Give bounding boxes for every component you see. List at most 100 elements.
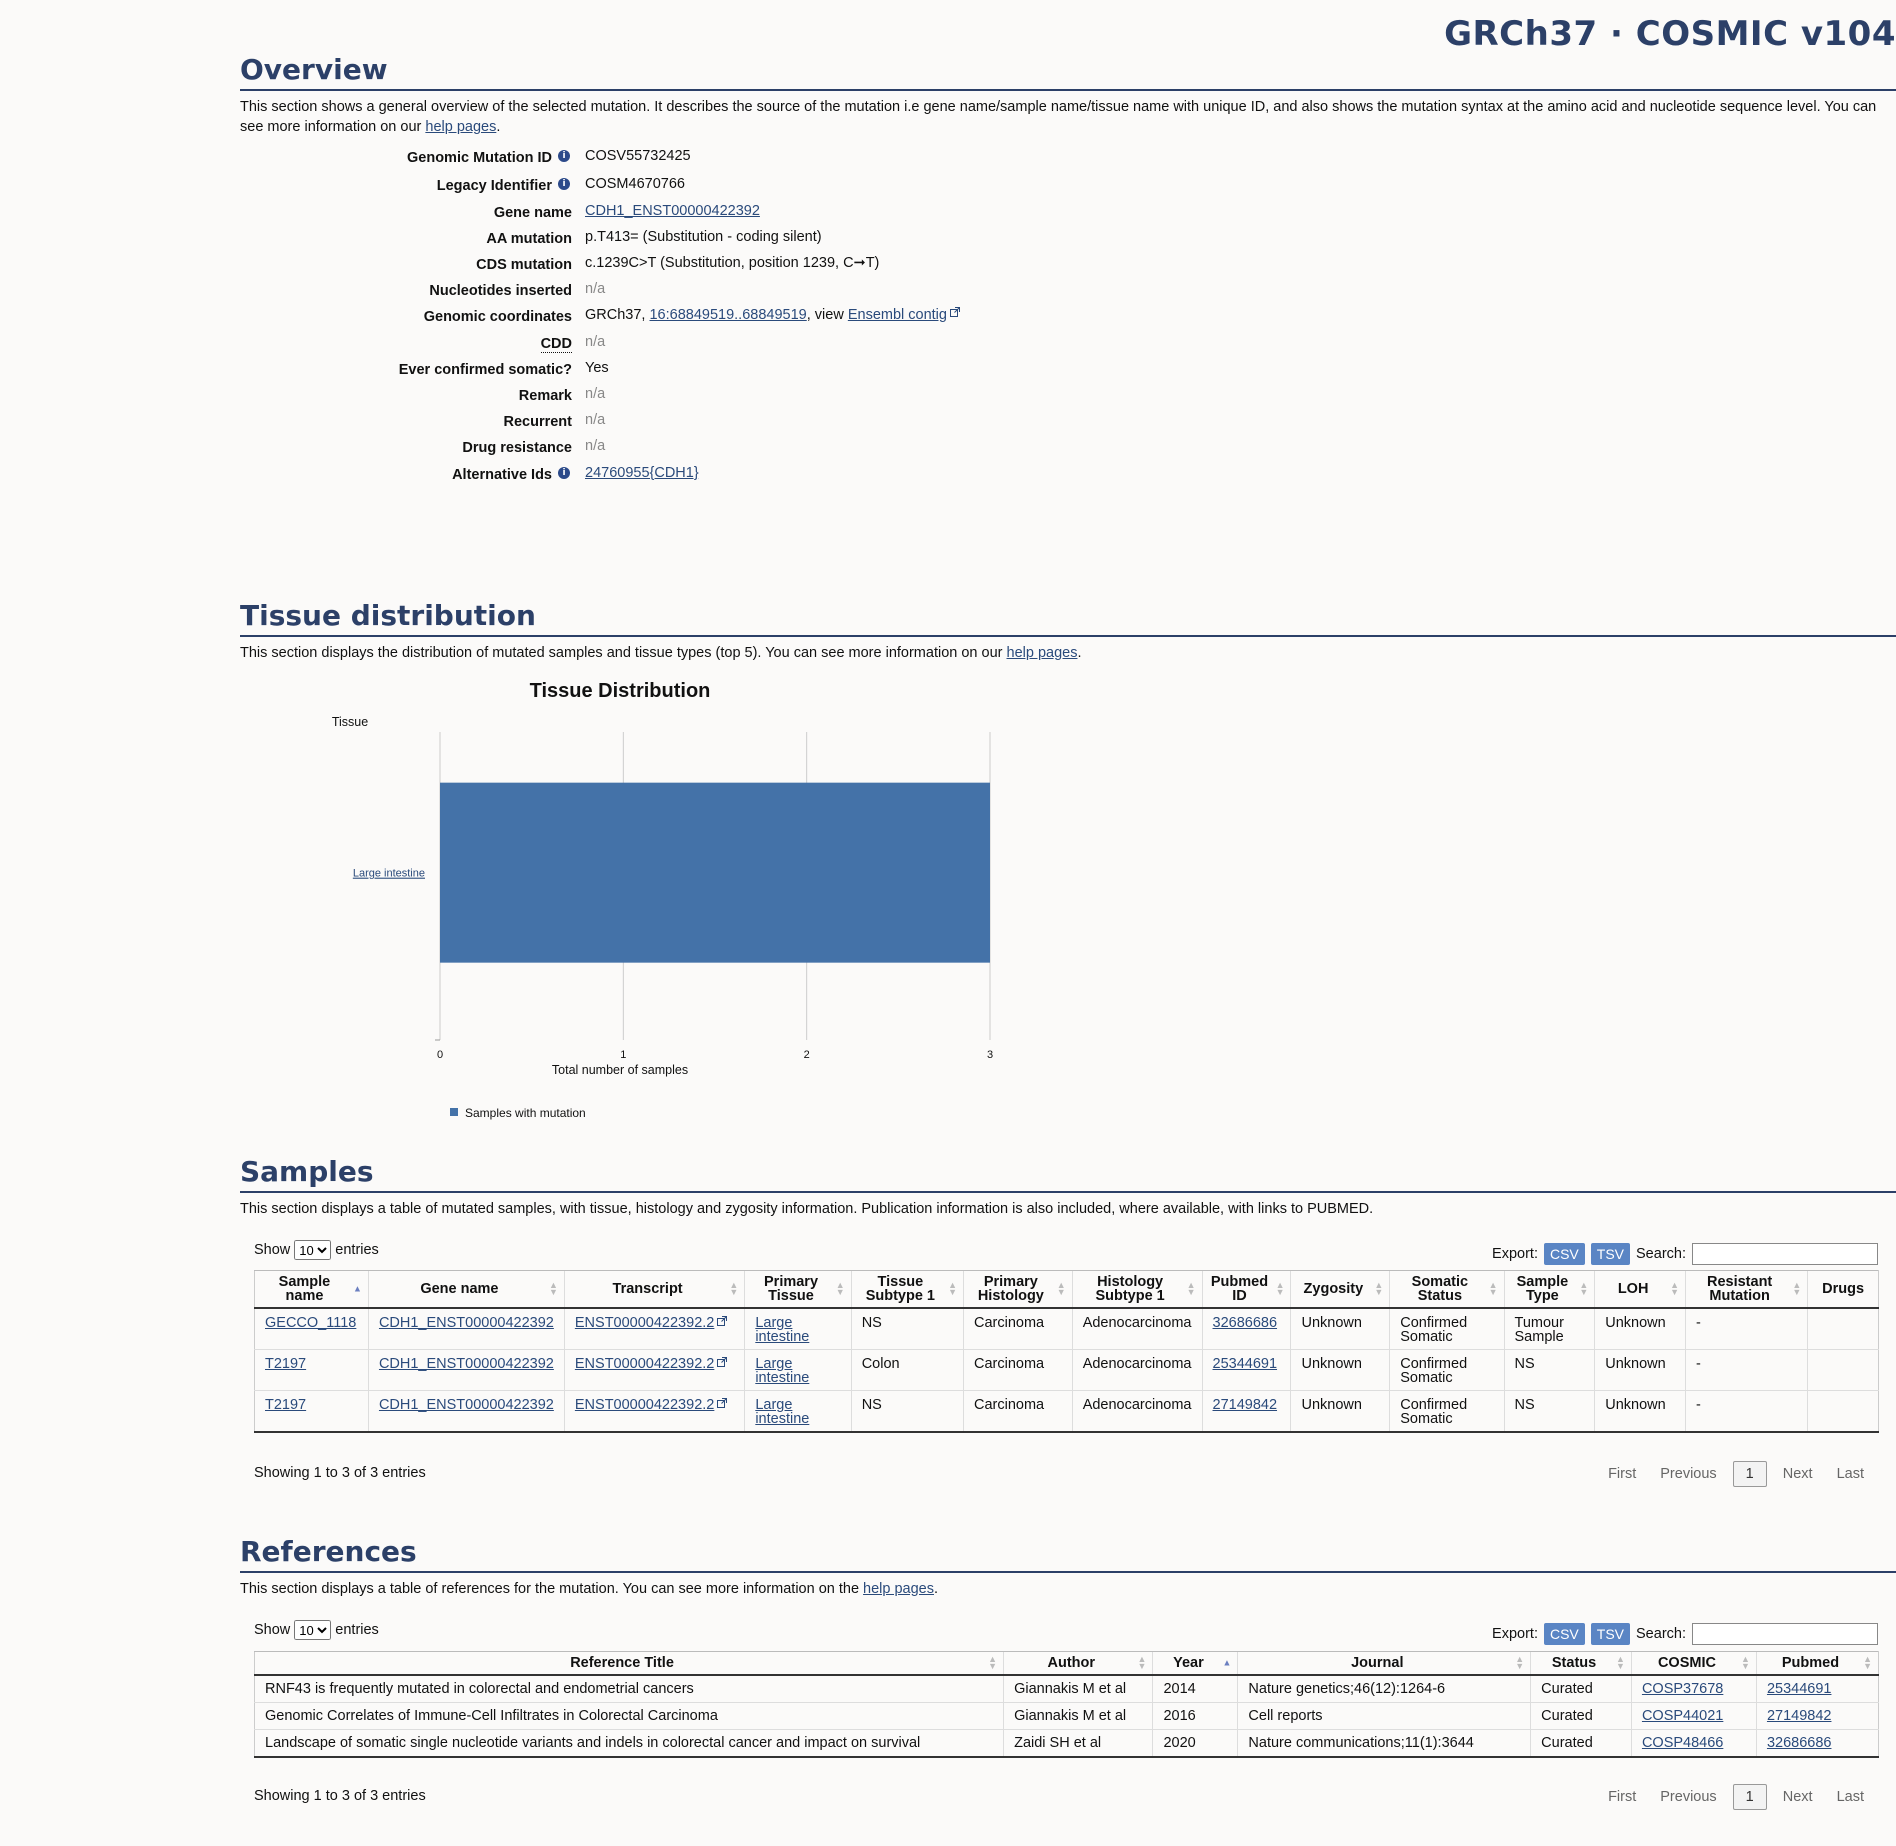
cell-text: - [1696, 1315, 1701, 1331]
references-page-1-button[interactable]: 1 [1732, 1784, 1767, 1810]
samples-column-tissue-subtype-1[interactable]: Tissue Subtype 1 ▲ ▼ [850, 1270, 964, 1309]
references-link-cosmic[interactable]: COSP37678 [1641, 1681, 1724, 1697]
detail-value-link[interactable]: 24760955{CDH1} [585, 465, 699, 481]
samples-column-pubmed-id[interactable]: Pubmed ID ▲ ▼ [1201, 1270, 1291, 1309]
samples-page-1-button[interactable]: 1 [1732, 1461, 1767, 1487]
detail-value: p.T413= (Substitution - coding silent) [585, 229, 822, 245]
info-icon[interactable]: i [558, 150, 570, 162]
tissue-help-link[interactable]: help pages [1006, 645, 1078, 661]
samples-previous-button[interactable]: Previous [1660, 1466, 1717, 1482]
references-link-pubmed[interactable]: 32686686 [1766, 1735, 1832, 1751]
samples-link-sample-name[interactable]: T2197 [265, 1356, 307, 1372]
references-column-reference-title[interactable]: Reference Title ▲ ▼ [253, 1651, 1004, 1676]
info-icon[interactable]: i [558, 178, 570, 190]
sort-icon: ▲ ▼ [1056, 1280, 1066, 1297]
samples-column-loh[interactable]: LOH ▲ ▼ [1594, 1270, 1686, 1309]
samples-heading: Samples [240, 1154, 1896, 1193]
info-icon[interactable]: i [558, 467, 570, 479]
samples-link-pubmed-id[interactable]: 27149842 [1212, 1397, 1278, 1413]
samples-first-button[interactable]: First [1608, 1466, 1637, 1482]
coordinates-mid: , view [806, 307, 848, 323]
references-column-journal[interactable]: Journal ▲ ▼ [1237, 1651, 1531, 1676]
samples-link-sample-name[interactable]: GECCO_1118 [265, 1315, 357, 1331]
samples-cell-somatic-status: Confirmed Somatic [1389, 1390, 1504, 1433]
references-link-pubmed[interactable]: 25344691 [1766, 1681, 1832, 1697]
references-first-button[interactable]: First [1608, 1789, 1637, 1805]
samples-column-drugs[interactable]: Drugs [1807, 1270, 1879, 1309]
references-last-button[interactable]: Last [1836, 1789, 1864, 1805]
references-tsv-button[interactable]: TSV [1590, 1623, 1631, 1645]
references-link-pubmed[interactable]: 27149842 [1766, 1708, 1832, 1724]
cell-text: NS [861, 1315, 882, 1331]
chart-x-axis-label: Total number of samples [552, 1063, 688, 1077]
samples-link-gene-name[interactable]: CDH1_ENST00000422392 [378, 1315, 554, 1331]
references-search-input[interactable] [1692, 1623, 1878, 1645]
ensembl-contig-link[interactable]: Ensembl contig [847, 307, 947, 323]
references-page-size-select[interactable]: 10 [294, 1620, 332, 1640]
references-next-button[interactable]: Next [1782, 1789, 1813, 1805]
samples-link-gene-name[interactable]: CDH1_ENST00000422392 [378, 1356, 554, 1372]
references-csv-button[interactable]: CSV [1543, 1623, 1585, 1645]
references-help-link[interactable]: help pages [863, 1581, 934, 1597]
table-row: RNF43 is frequently mutated in colorecta… [253, 1675, 1880, 1703]
references-column-status[interactable]: Status ▲ ▼ [1530, 1651, 1632, 1676]
samples-column-sample-type[interactable]: Sample Type ▲ ▼ [1503, 1270, 1595, 1309]
sort-icon: ▲ ▼ [1186, 1280, 1196, 1297]
samples-link-pubmed-id[interactable]: 25344691 [1212, 1356, 1278, 1372]
detail-value-link[interactable]: CDH1_ENST00000422392 [585, 203, 760, 219]
samples-link-transcript[interactable]: ENST00000422392.2 [574, 1315, 715, 1331]
overview-help-link[interactable]: help pages [425, 119, 497, 135]
external-link-icon [717, 1398, 728, 1408]
samples-cell-drugs [1807, 1349, 1879, 1391]
cell-text: - [1696, 1397, 1701, 1413]
references-cell-reference-title: Genomic Correlates of Immune-Cell Infilt… [253, 1702, 1004, 1730]
references-column-author[interactable]: Author ▲ ▼ [1003, 1651, 1153, 1676]
samples-export-label: Export: [1492, 1246, 1538, 1262]
samples-cell-drugs [1807, 1390, 1879, 1433]
samples-link-primary-tissue[interactable]: Large intestine [755, 1315, 810, 1345]
column-label: Gene name [420, 1281, 499, 1297]
detail-label: Genomic coordinates [240, 309, 572, 325]
cell-text: Tumour Sample [1514, 1315, 1564, 1345]
samples-last-button[interactable]: Last [1836, 1466, 1864, 1482]
samples-link-pubmed-id[interactable]: 32686686 [1212, 1315, 1278, 1331]
chart-bar[interactable] [440, 782, 990, 963]
samples-search-input[interactable] [1692, 1243, 1878, 1265]
samples-link-primary-tissue[interactable]: Large intestine [755, 1356, 810, 1386]
samples-next-button[interactable]: Next [1782, 1466, 1813, 1482]
chart-x-tick-label: 0 [437, 1049, 443, 1061]
samples-cell-resistant-mutation: - [1684, 1349, 1808, 1391]
detail-row-drug-resistance: Drug resistance n/a [240, 438, 1240, 458]
samples-column-transcript[interactable]: Transcript ▲ ▼ [563, 1270, 745, 1309]
cell-text: Curated [1541, 1735, 1593, 1751]
samples-link-transcript[interactable]: ENST00000422392.2 [574, 1356, 715, 1372]
samples-link-transcript[interactable]: ENST00000422392.2 [574, 1397, 715, 1413]
samples-column-primary-histology[interactable]: Primary Histology ▲ ▼ [963, 1270, 1073, 1309]
samples-column-primary-tissue[interactable]: Primary Tissue ▲ ▼ [744, 1270, 852, 1309]
references-link-cosmic[interactable]: COSP44021 [1641, 1708, 1724, 1724]
references-column-year[interactable]: Year ▲ [1152, 1651, 1238, 1676]
samples-page-size-select[interactable]: 10 [294, 1240, 332, 1260]
references-column-pubmed[interactable]: Pubmed ▲ ▼ [1755, 1651, 1880, 1676]
chart-y-tick-label[interactable]: Large intestine [353, 868, 425, 880]
samples-column-histology-subtype-1[interactable]: Histology Subtype 1 ▲ ▼ [1071, 1270, 1203, 1309]
sort-icon: ▲ ▼ [1579, 1280, 1589, 1297]
samples-csv-button[interactable]: CSV [1543, 1243, 1585, 1265]
samples-tsv-button[interactable]: TSV [1590, 1243, 1631, 1265]
cell-text: Confirmed Somatic [1400, 1315, 1468, 1345]
samples-column-sample-name[interactable]: Sample name ▲ [254, 1270, 369, 1309]
cell-text: RNF43 is frequently mutated in colorecta… [265, 1681, 694, 1697]
sort-icon: ▲ ▼ [1792, 1280, 1802, 1297]
samples-link-gene-name[interactable]: CDH1_ENST00000422392 [378, 1397, 554, 1413]
references-previous-button[interactable]: Previous [1660, 1789, 1717, 1805]
references-column-cosmic[interactable]: COSMIC ▲ ▼ [1630, 1651, 1757, 1676]
samples-link-sample-name[interactable]: T2197 [265, 1397, 307, 1413]
samples-column-zygosity[interactable]: Zygosity ▲ ▼ [1290, 1270, 1390, 1309]
references-link-cosmic[interactable]: COSP48466 [1641, 1735, 1724, 1751]
samples-column-resistant-mutation[interactable]: Resistant Mutation ▲ ▼ [1684, 1270, 1808, 1309]
samples-column-somatic-status[interactable]: Somatic Status ▲ ▼ [1389, 1270, 1504, 1309]
coordinates-link[interactable]: 16:68849519..68849519 [649, 307, 807, 323]
sort-icon: ▲ [353, 1283, 362, 1294]
samples-column-gene-name[interactable]: Gene name ▲ ▼ [367, 1270, 565, 1309]
samples-link-primary-tissue[interactable]: Large intestine [755, 1397, 810, 1427]
